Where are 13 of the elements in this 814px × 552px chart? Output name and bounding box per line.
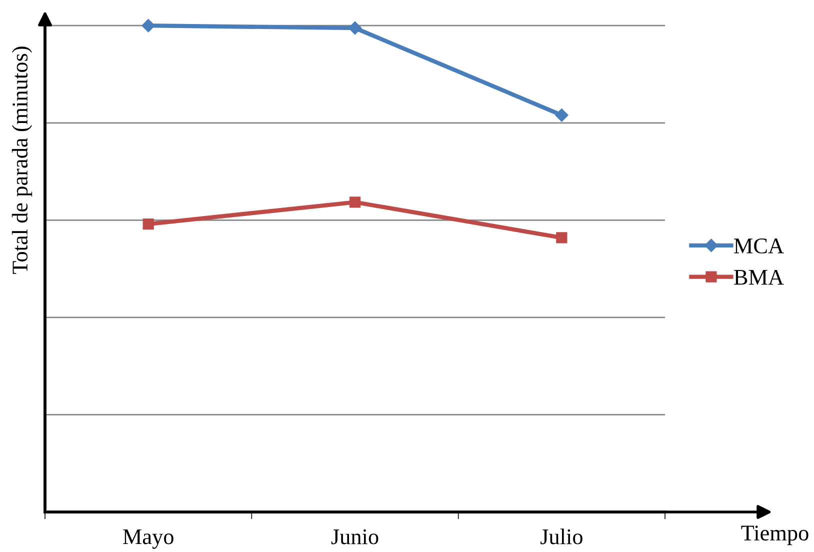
point bbox=[142, 218, 154, 230]
point bbox=[142, 19, 155, 32]
x-axis-title: Tiempo bbox=[741, 526, 808, 546]
point bbox=[348, 21, 362, 35]
point bbox=[349, 196, 361, 208]
x-tick-label: Junio bbox=[331, 529, 378, 544]
y-axis-title: Total de parada (minutos) bbox=[12, 46, 32, 274]
legend-label: BMA bbox=[734, 270, 784, 285]
point bbox=[555, 108, 568, 122]
x-tick-label: Julio bbox=[540, 528, 582, 544]
point bbox=[556, 232, 568, 244]
legend-label: MCA bbox=[734, 238, 784, 254]
x-tick-label: Mayo bbox=[123, 529, 174, 549]
